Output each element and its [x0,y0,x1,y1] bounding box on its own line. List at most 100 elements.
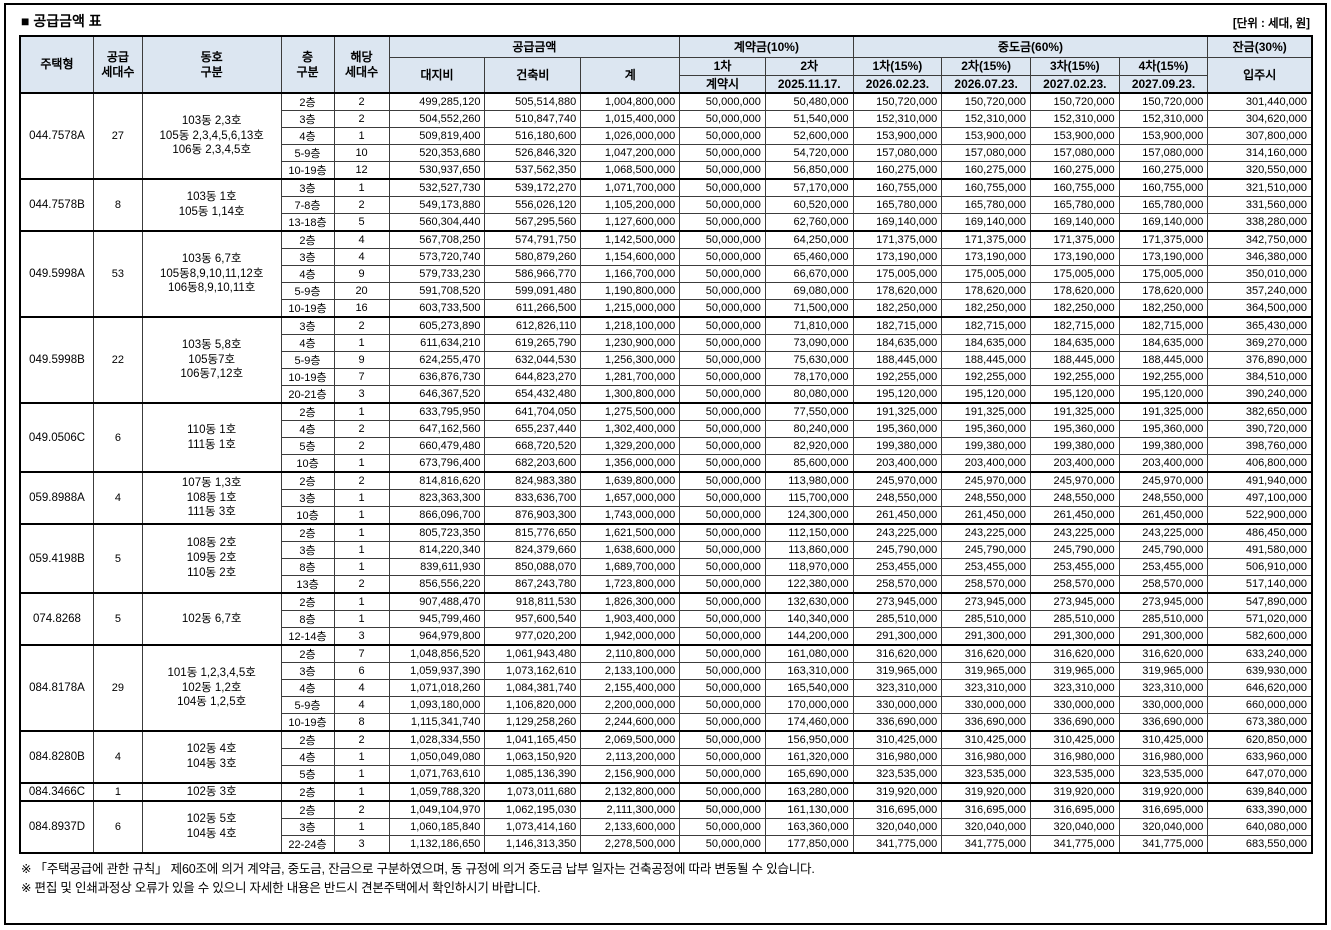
total-cell: 1,743,000,000 [580,506,681,525]
land-cost-cell: 573,720,740 [388,248,486,266]
total-cell: 1,142,500,000 [580,230,681,249]
interim3-cell: 152,310,000 [1029,110,1120,128]
price-row: 5-9층 4 1,093,180,000 1,106,820,000 2,200,000… [20,696,1313,714]
balance-cell: 398,760,000 [1207,437,1313,455]
total-cell: 1,166,700,000 [580,265,681,283]
contract2-cell: 118,970,000 [764,558,854,576]
interim4-cell: 157,080,000 [1118,144,1209,162]
total-cell: 1,638,600,000 [580,541,681,559]
contract2-cell: 69,080,000 [764,282,854,300]
floor-cell: 4층 [280,679,335,697]
interim4-cell: 173,190,000 [1118,248,1209,266]
interim1-cell: 160,275,000 [852,161,943,180]
unit-count-cell: 2 [333,420,390,438]
floor-cell: 2층 [280,92,335,111]
interim1-cell: 178,620,000 [852,282,943,300]
interim4-cell: 188,445,000 [1118,351,1209,369]
interim2-cell: 310,425,000 [941,730,1031,749]
interim1-cell: 199,380,000 [852,437,943,455]
contract2-cell: 165,540,000 [764,679,854,697]
interim3-cell: 248,550,000 [1029,489,1120,507]
supply-count-cell: 1 [92,782,143,802]
floor-cell: 4층 [280,334,335,352]
interim3-cell: 316,980,000 [1029,748,1120,766]
contract1-cell: 50,000,000 [679,248,766,266]
floor-cell: 10층 [280,506,335,525]
interim1-cell: 188,445,000 [852,351,943,369]
dongho-cell: 102동 5호 104동 4호 [141,800,282,854]
total-cell: 1,723,800,000 [580,575,681,594]
supply-count-cell: 8 [92,178,143,232]
floor-cell: 2층 [280,523,335,542]
total-cell: 1,639,800,000 [580,471,681,490]
floor-cell: 4층 [280,420,335,438]
price-row: 059.8988A 4 107동 1,3호 108동 1호 111동 3호 2층 2 81… [19,471,1313,525]
contract1-cell: 50,000,000 [679,713,766,732]
interim1-cell: 320,040,000 [852,818,943,836]
contract2-cell: 54,720,000 [764,144,854,162]
build-cost-cell: 510,847,740 [484,110,582,128]
build-cost-cell: 1,146,313,350 [484,835,582,854]
balance-cell: 304,620,000 [1207,110,1313,128]
price-row: 5-9층 10 520,353,680 526,846,320 1,047,200,00… [20,144,1313,162]
contract2-cell: 163,310,000 [764,662,854,680]
floor-cell: 3층 [280,662,335,680]
unit-count-cell: 2 [333,196,390,214]
table-header: 주택형 공급 세대수 동호 구분 층 구분 해당 세대수 공급금액 계약금(10… [19,35,1313,94]
contract1-cell: 50,000,000 [679,592,766,611]
balance-cell: 357,240,000 [1207,282,1313,300]
col-supply-count: 공급 세대수 [92,35,143,94]
interim2-cell: 150,720,000 [941,92,1031,111]
contract2-cell: 50,480,000 [764,92,854,111]
land-cost-cell: 660,479,480 [388,437,486,455]
contract1-cell: 50,000,000 [679,765,766,784]
unit-count-cell: 2 [333,730,390,749]
balance-cell: 639,840,000 [1207,782,1313,802]
interim2-cell: 182,715,000 [941,316,1031,335]
col-interim-4th-date: 2027.09.23. [1118,74,1209,94]
interim3-cell: 319,920,000 [1029,782,1120,802]
floor-cell: 4층 [280,748,335,766]
interim1-cell: 285,510,000 [852,610,943,628]
housing-type-cell: 049.5998B [19,316,94,404]
price-row: 12-14층 3 964,979,800 977,020,200 1,942,000,0… [20,627,1313,646]
floor-cell: 2층 [280,230,335,249]
price-row: 10-19층 12 530,937,650 537,562,350 1,068,500,… [20,161,1313,180]
floor-cell: 2층 [280,644,335,663]
interim4-cell: 310,425,000 [1118,730,1209,749]
build-cost-cell: 1,073,011,680 [484,782,582,802]
land-cost-cell: 567,708,250 [388,230,486,249]
supply-count-cell: 22 [92,316,143,404]
interim4-cell: 319,965,000 [1118,662,1209,680]
col-contract-1st: 1차 [679,56,766,76]
housing-type-cell: 084.8280B [19,730,94,784]
balance-cell: 342,750,000 [1207,230,1313,249]
col-balance: 잔금(30%) [1207,35,1313,58]
col-interim-1st: 1차(15%) [852,56,943,76]
supply-count-cell: 4 [92,471,143,525]
interim3-cell: 285,510,000 [1029,610,1120,628]
contract1-cell: 50,000,000 [679,541,766,559]
interim4-cell: 323,535,000 [1118,765,1209,784]
unit-count-cell: 1 [333,558,390,576]
interim3-cell: 150,720,000 [1029,92,1120,111]
floor-cell: 20-21층 [280,385,335,404]
contract2-cell: 124,300,000 [764,506,854,525]
build-cost-cell: 567,295,560 [484,213,582,232]
interim1-cell: 169,140,000 [852,213,943,232]
contract1-cell: 50,000,000 [679,644,766,663]
col-interim-3rd: 3차(15%) [1029,56,1120,76]
build-cost-cell: 850,088,070 [484,558,582,576]
interim4-cell: 184,635,000 [1118,334,1209,352]
price-row: 4층 1 611,634,210 619,265,790 1,230,900,000 50… [20,334,1313,352]
interim3-cell: 192,255,000 [1029,368,1120,386]
dongho-cell: 103동 5,8호 105동7호 106동7,12호 [141,316,282,404]
housing-type-cell: 049.0506C [19,402,94,473]
interim1-cell: 195,360,000 [852,420,943,438]
dongho-cell: 102동 4호 104동 3호 [141,730,282,784]
balance-cell: 522,900,000 [1207,506,1313,525]
build-cost-cell: 918,811,530 [484,592,582,611]
price-row: 059.4198B 5 108동 2호 109동 2호 110동 2호 2층 1 805,… [19,523,1313,594]
interim1-cell: 203,400,000 [852,454,943,473]
interim2-cell: 188,445,000 [941,351,1031,369]
